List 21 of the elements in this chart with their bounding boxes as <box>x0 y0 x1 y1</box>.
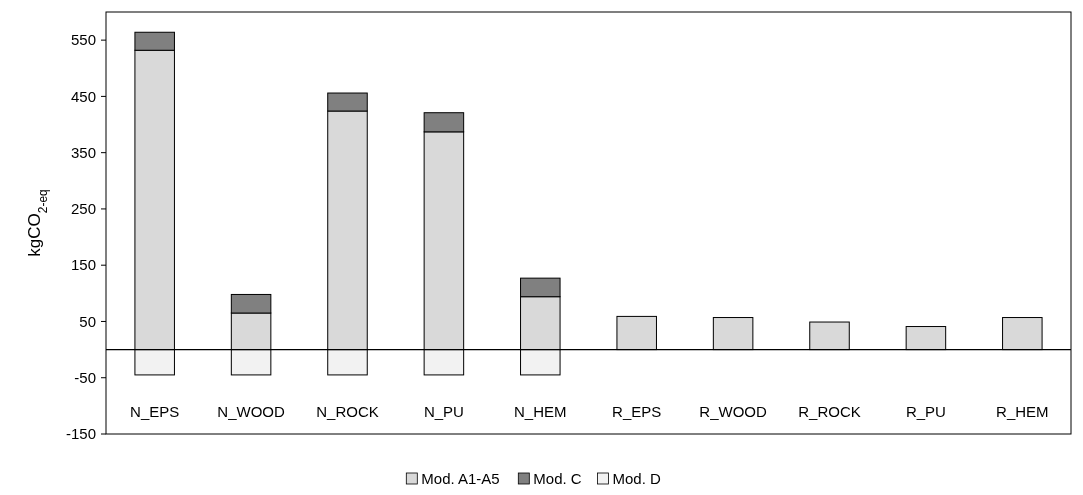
x-tick-label: N_HEM <box>514 403 567 421</box>
x-tick-label: R_PU <box>905 403 946 421</box>
legend-label: Mod. A1-A5 <box>421 470 500 488</box>
legend-label: Mod. D <box>612 470 662 488</box>
x-tick-label: N_EPS <box>130 403 180 421</box>
y-tick-label: 550 <box>70 31 96 49</box>
y-tick-label: -150 <box>65 425 96 443</box>
x-tick-label: N_PU <box>423 403 464 421</box>
y-tick-label: 50 <box>79 312 96 330</box>
x-tick-label: N_ROCK <box>316 403 379 421</box>
x-tick-label: R_WOOD <box>699 403 768 421</box>
x-tick-label: R_ROCK <box>798 403 861 421</box>
y-tick-label: 350 <box>70 143 96 161</box>
x-tick-label: R_HEM <box>996 403 1049 421</box>
x-tick-label: R_EPS <box>612 403 662 421</box>
y-tick-label: -50 <box>74 368 96 386</box>
x-tick-label: N_WOOD <box>217 403 285 421</box>
y-tick-label: 250 <box>70 200 96 218</box>
legend-label: Mod. C <box>533 470 582 488</box>
y-tick-label: 150 <box>70 256 96 274</box>
y-tick-label: 450 <box>70 87 96 105</box>
